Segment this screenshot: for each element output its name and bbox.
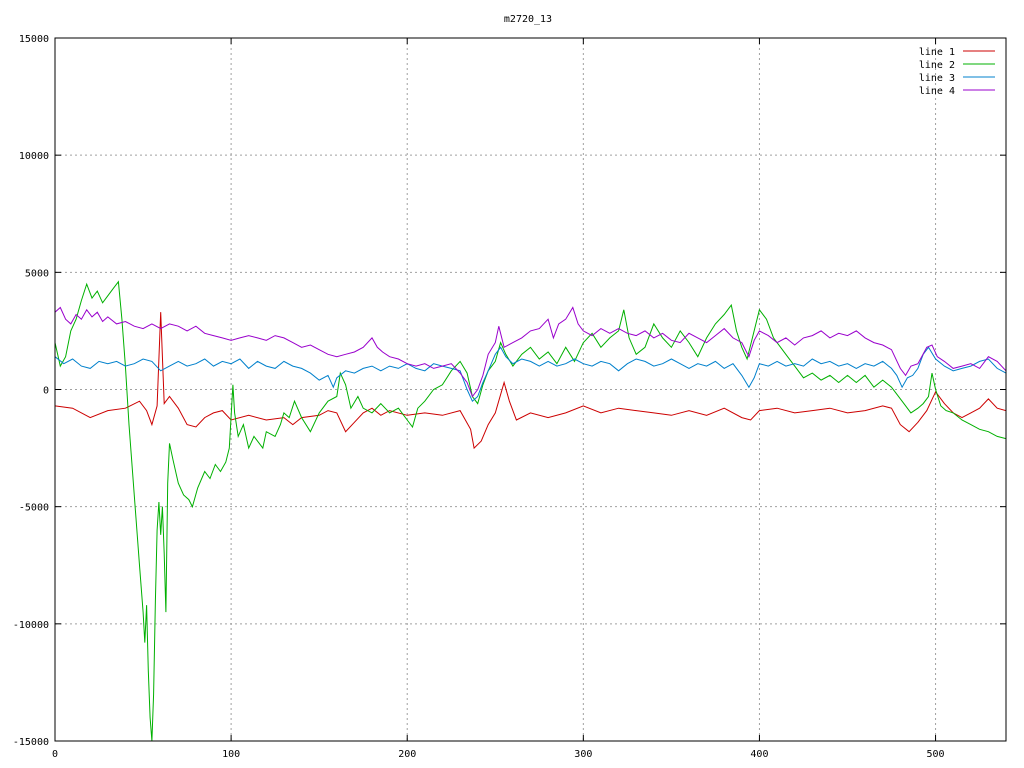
y-tick-label: -15000 — [13, 737, 49, 748]
y-tick-label: 5000 — [25, 268, 49, 279]
series-line-1 — [55, 312, 1006, 450]
x-tick-label: 100 — [222, 749, 240, 760]
x-tick-label: 300 — [574, 749, 592, 760]
x-tick-label: 500 — [927, 749, 945, 760]
x-tick-label: 400 — [750, 749, 768, 760]
y-tick-label: -10000 — [13, 620, 49, 631]
series-line-4 — [55, 306, 1006, 398]
grid-layer — [55, 38, 1006, 741]
x-tick-label: 0 — [52, 749, 58, 760]
axis-layer: 0 100 200 300 400 500 -15000 -10000 -5000 0 5000 10… — [13, 34, 1006, 760]
series-layer — [55, 280, 1006, 741]
legend-label-1: line 1 — [919, 47, 955, 58]
y-tick-label: 10000 — [19, 151, 49, 162]
legend: line 1 line 2 line 3 line 4 — [919, 47, 995, 97]
legend-label-2: line 2 — [919, 60, 955, 71]
y-tick-label: -5000 — [19, 503, 49, 514]
legend-label-4: line 4 — [919, 86, 955, 97]
series-line-2 — [55, 280, 1006, 741]
legend-label-3: line 3 — [919, 73, 955, 84]
y-tick-label: 0 — [43, 386, 49, 397]
series-line-3 — [55, 346, 1006, 403]
chart-title: m2720_13 — [504, 14, 552, 25]
x-tick-label: 200 — [398, 749, 416, 760]
y-tick-label: 15000 — [19, 34, 49, 45]
